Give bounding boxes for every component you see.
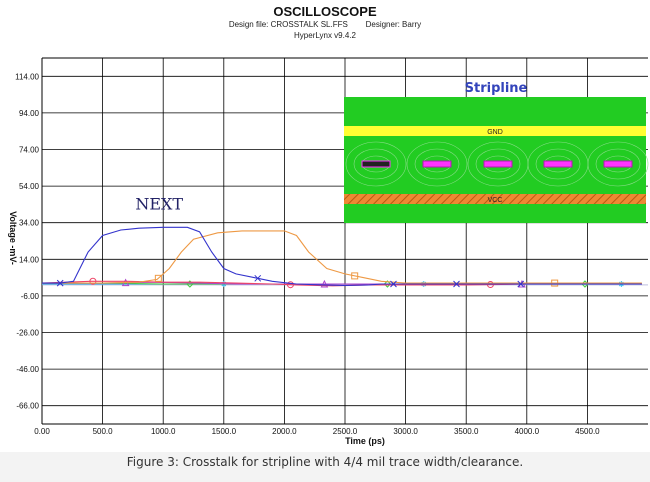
next-annotation: NEXT [135, 195, 183, 214]
inset-aggressor-trace [361, 160, 391, 168]
chart-subtitle-version: HyperLynx v9.4.2 [294, 31, 356, 40]
x-tick-label: 3000.0 [393, 427, 418, 436]
series-marker [286, 281, 294, 289]
y-tick-label: -66.00 [16, 402, 39, 411]
oscilloscope-plot: GND VCC 114.00 94.00 74.00 54.00 34.00 14.00 -6… [8, 57, 649, 446]
inset-title: Stripline [465, 81, 528, 96]
series-marker [351, 272, 359, 280]
inset-field-line [353, 148, 399, 180]
inset-gnd-label: GND [487, 129, 503, 136]
figure-caption: Figure 3: Crosstalk for stripline with 4… [126, 455, 524, 469]
x-tick-label: 1500.0 [212, 427, 237, 436]
x-tick-label: 3500.0 [454, 427, 479, 436]
series-line [42, 226, 642, 287]
inset-field-line [345, 141, 407, 187]
x-axis-title: Time (ps) [345, 436, 385, 446]
inset-field-line [587, 141, 649, 187]
series-marker [453, 280, 460, 288]
y-tick-label: -46.00 [16, 365, 39, 374]
inset-victim-trace [603, 160, 633, 168]
series-marker [56, 279, 64, 287]
inset-field-line [406, 141, 468, 187]
x-tick-label: 500.0 [93, 427, 114, 436]
chart-subtitle-design: Design file: CROSSTALK SL.FFS Designer: … [228, 20, 422, 29]
series-marker [154, 274, 162, 282]
series-marker [254, 274, 262, 282]
inset-vcc-plane [344, 194, 646, 204]
y-tick-label: 74.00 [19, 146, 40, 155]
inset-field-line [475, 148, 521, 180]
stripline-inset: GND VCC [344, 97, 649, 223]
inset-dielectric [344, 97, 646, 223]
series-marker [320, 279, 329, 288]
y-tick-label: 14.00 [19, 255, 40, 264]
series-marker [551, 279, 559, 287]
x-tick-label: 2000.0 [272, 427, 297, 436]
caption-bar: Figure 3: Crosstalk for stripline with 4… [0, 452, 650, 482]
series-marker [390, 280, 397, 288]
inset-field-line [595, 148, 641, 180]
x-tick-label: 4000.0 [515, 427, 540, 436]
chart-header: OSCILLOSCOPE Design file: CROSSTALK SL.F… [0, 0, 650, 41]
chart-title: OSCILLOSCOPE [273, 4, 377, 19]
y-tick-label: 94.00 [19, 109, 40, 118]
x-tick-label: 2500.0 [333, 427, 358, 436]
series-marker [486, 281, 494, 289]
x-tick-label: 1000.0 [151, 427, 176, 436]
series-line [42, 230, 642, 284]
x-tick-label: 4500.0 [575, 427, 600, 436]
x-tick-label: 0.00 [34, 427, 50, 436]
y-tick-label: 54.00 [19, 182, 40, 191]
inset-victim-trace [422, 160, 452, 168]
axis-labels: 114.00 94.00 74.00 54.00 34.00 14.00 -6.00 -26.… [8, 72, 600, 446]
series-marker [89, 277, 97, 285]
inset-gnd-plane [344, 126, 646, 136]
y-tick-label: 34.00 [19, 219, 40, 228]
y-axis-title: Voltage -mV- [8, 211, 18, 265]
y-tick-label: -26.00 [16, 329, 39, 338]
y-tick-label: -6.00 [21, 292, 40, 301]
inset-field-line [535, 148, 581, 180]
series-marker [383, 280, 392, 288]
waveform-series [41, 226, 642, 289]
y-tick-label: 114.00 [15, 72, 39, 81]
inset-victim-trace [483, 160, 513, 168]
inset-vcc-label: VCC [488, 197, 503, 204]
inset-field-line [414, 148, 460, 180]
inset-victim-trace [543, 160, 573, 168]
series-marker [517, 280, 525, 288]
